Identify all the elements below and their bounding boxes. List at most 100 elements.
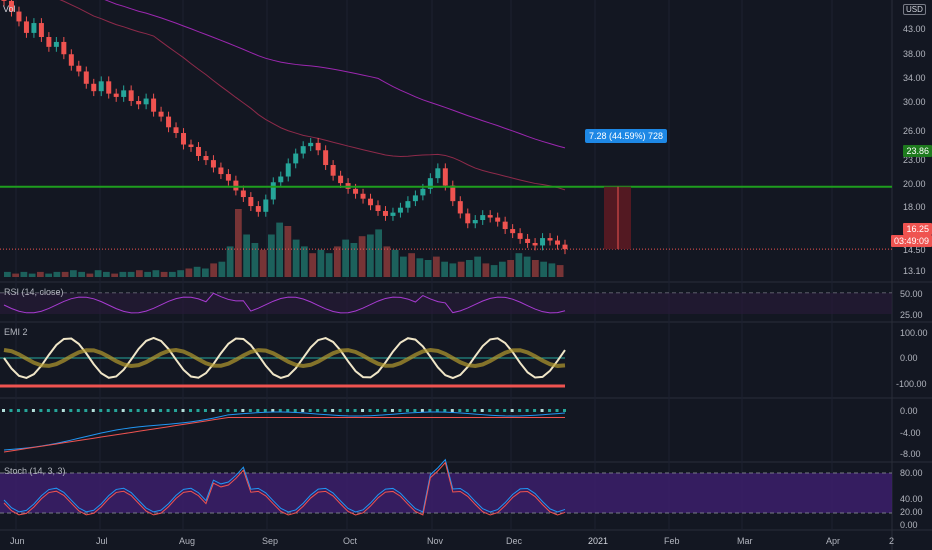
price-tick: 38.00 <box>903 49 926 59</box>
macd-histogram-bar <box>16 409 20 412</box>
candle-body <box>502 221 508 230</box>
stoch-band <box>0 473 892 513</box>
candle-body <box>233 180 239 191</box>
candle-body <box>435 168 441 179</box>
time-tick: Dec <box>506 536 523 546</box>
volume-bar <box>515 253 523 277</box>
candle-body <box>128 90 134 102</box>
macd-histogram-bar <box>211 409 215 412</box>
volume-bar <box>210 263 217 277</box>
macd-histogram-bar <box>510 409 514 412</box>
macd-histogram-bar <box>390 409 394 412</box>
macd-histogram-bar <box>121 409 125 412</box>
volume-bar <box>144 271 151 277</box>
time-tick: Apr <box>826 536 841 546</box>
candle-body <box>225 174 231 181</box>
macd-histogram-bar <box>61 409 65 412</box>
candle-body <box>412 195 418 202</box>
candle-body <box>405 201 411 208</box>
macd-histogram-bar <box>480 409 484 412</box>
macd-histogram-bar <box>465 409 469 412</box>
volume-bar <box>218 261 226 277</box>
macd-histogram-bar <box>301 409 305 412</box>
volume-bar <box>383 246 391 277</box>
candle-body <box>188 144 194 147</box>
candle-body <box>368 198 374 206</box>
rsi-pane-title[interactable]: RSI (14, close) <box>4 287 64 297</box>
volume-bar <box>94 270 102 277</box>
stoch-k-line <box>3 458 566 513</box>
volume-bar <box>284 226 292 277</box>
candle-body <box>480 215 486 221</box>
volume-bar <box>482 263 490 277</box>
candle-body <box>248 197 254 207</box>
volume-bar <box>53 271 61 277</box>
volume-bar <box>424 260 432 277</box>
macd-histogram-bar <box>503 409 507 412</box>
candle-body <box>315 142 321 151</box>
emi-line <box>3 336 566 380</box>
macd-tick: 0.00 <box>900 406 918 416</box>
macd-histogram-bar <box>106 409 110 412</box>
macd-histogram-bar <box>39 409 43 412</box>
candle-body <box>353 188 359 194</box>
candle-body <box>540 238 546 246</box>
time-tick: Mar <box>737 536 753 546</box>
volume-bar <box>400 256 407 277</box>
macd-histogram-bar <box>383 409 387 412</box>
volume-bar <box>532 260 539 277</box>
candle-body <box>555 240 561 245</box>
rsi-line <box>3 292 566 314</box>
candle-body <box>323 150 329 166</box>
volume-bar <box>474 256 481 277</box>
macd-histogram-bar <box>248 409 252 412</box>
candle-body <box>23 21 29 33</box>
measure-tool-label[interactable]: 7.28 (44.59%) 728 <box>585 129 668 143</box>
macd-histogram-bar <box>331 409 335 412</box>
macd-histogram-bar <box>353 409 357 412</box>
macd-histogram-bar <box>308 409 312 412</box>
macd-line <box>3 411 566 451</box>
volume-bar <box>433 256 440 277</box>
volume-bar <box>334 246 341 277</box>
macd-histogram-bar <box>473 409 477 412</box>
candle-body <box>121 90 127 97</box>
candle-body <box>525 238 531 243</box>
candle-body <box>300 146 306 154</box>
macd-histogram-bar <box>151 409 155 412</box>
candle-body <box>8 0 14 12</box>
currency-badge[interactable]: USD <box>903 4 926 15</box>
macd-histogram-bar <box>316 409 320 412</box>
macd-histogram-bar <box>196 409 200 412</box>
macd-histogram-bar <box>76 409 80 412</box>
time-tick: Jul <box>96 536 108 546</box>
candle-body <box>158 111 164 117</box>
stoch-tick: 40.00 <box>900 494 923 504</box>
stoch-pane-title[interactable]: Stoch (14, 3, 3) <box>4 466 66 476</box>
volume-bar <box>276 222 283 277</box>
macd-histogram-bar <box>338 409 342 412</box>
candle-body <box>76 65 82 72</box>
volume-bar <box>416 258 424 277</box>
emi-pane-title[interactable]: EMI 2 <box>4 327 28 337</box>
stoch-tick: 0.00 <box>900 520 918 530</box>
volume-bar <box>37 271 44 277</box>
time-tick: Nov <box>427 536 444 546</box>
volume-bar <box>457 261 465 277</box>
macd-histogram-bar <box>450 409 454 412</box>
candle-body <box>255 206 261 212</box>
volume-bar <box>12 273 19 277</box>
volume-bar <box>540 261 547 277</box>
time-tick: Sep <box>262 536 279 546</box>
macd-histogram-bar <box>218 409 222 412</box>
candle-body <box>330 165 336 176</box>
candle-body <box>173 127 179 134</box>
volume-bar <box>466 260 473 277</box>
macd-histogram-bar <box>346 409 350 412</box>
macd-histogram-bar <box>525 409 529 412</box>
candle-body <box>181 133 187 145</box>
candle-body <box>397 207 403 213</box>
volume-bar <box>301 246 308 277</box>
candle-body <box>1 0 7 1</box>
